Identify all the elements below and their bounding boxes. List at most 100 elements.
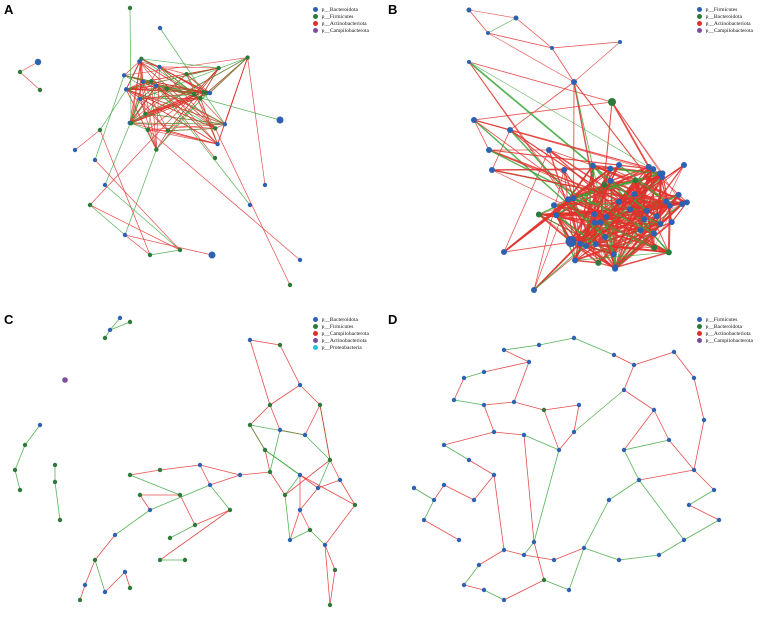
positive-edge bbox=[199, 464, 211, 486]
network-node bbox=[147, 507, 153, 513]
negative-edge bbox=[149, 249, 181, 256]
positive-edge bbox=[279, 344, 301, 386]
network-node bbox=[317, 402, 323, 408]
network-node bbox=[665, 249, 672, 256]
network-node bbox=[122, 232, 128, 238]
positive-edge bbox=[139, 98, 146, 114]
positive-edge bbox=[89, 67, 219, 206]
positive-edge bbox=[124, 234, 151, 256]
positive-edge bbox=[615, 251, 670, 269]
network-node bbox=[297, 472, 303, 478]
network-node bbox=[332, 567, 338, 573]
network-node bbox=[631, 362, 637, 368]
network-node bbox=[565, 196, 572, 203]
network-node bbox=[201, 90, 206, 95]
legend-item: p__Actinobacteriota bbox=[312, 20, 369, 27]
positive-edge bbox=[503, 168, 611, 253]
positive-edge bbox=[94, 534, 116, 561]
network-node bbox=[461, 582, 467, 588]
positive-edge bbox=[603, 164, 620, 186]
positive-edge bbox=[329, 459, 341, 481]
network-node bbox=[215, 141, 220, 147]
positive-edge bbox=[104, 571, 126, 593]
positive-edge bbox=[247, 57, 266, 186]
positive-edge bbox=[289, 509, 301, 541]
network-node bbox=[149, 79, 154, 84]
network-node bbox=[127, 5, 133, 11]
network-node bbox=[591, 211, 598, 218]
positive-edge bbox=[129, 58, 142, 124]
network-node bbox=[589, 162, 596, 169]
network-node bbox=[82, 582, 88, 588]
legend-label: p__Firmicutes bbox=[705, 316, 738, 323]
network-node bbox=[561, 167, 567, 173]
network-node bbox=[315, 485, 321, 491]
positive-edge bbox=[167, 67, 219, 131]
network-node bbox=[466, 457, 472, 463]
network-node bbox=[227, 507, 233, 513]
network-node bbox=[154, 147, 159, 152]
legend-item: p__Proteobacteria bbox=[312, 344, 369, 351]
network-node bbox=[616, 162, 622, 168]
positive-edge bbox=[487, 32, 553, 49]
positive-edge bbox=[646, 210, 655, 248]
negative-edge bbox=[618, 164, 667, 203]
positive-edge bbox=[483, 361, 530, 373]
legend-item: p__Firmicutes bbox=[696, 6, 753, 13]
network-node bbox=[675, 191, 682, 198]
legend-label: p__Actinobacteriota bbox=[705, 330, 751, 337]
network-node bbox=[612, 265, 619, 272]
negative-edge bbox=[129, 474, 181, 496]
legend-dot bbox=[312, 338, 318, 343]
network-node bbox=[491, 429, 497, 435]
positive-edge bbox=[548, 149, 581, 244]
positive-edge bbox=[468, 459, 495, 476]
negative-edge bbox=[523, 434, 560, 451]
panel-label-b: B bbox=[388, 2, 398, 17]
network-node bbox=[636, 477, 642, 483]
positive-edge bbox=[159, 66, 219, 69]
network-node bbox=[262, 182, 268, 188]
network-node bbox=[121, 73, 127, 78]
positive-edge bbox=[147, 129, 218, 145]
positive-edge bbox=[503, 349, 530, 363]
edges bbox=[413, 337, 720, 601]
positive-edge bbox=[209, 474, 241, 486]
network-node bbox=[651, 244, 658, 251]
legend-label: p__Actinobacteriota bbox=[321, 337, 367, 344]
positive-edge bbox=[503, 236, 606, 253]
network-node bbox=[77, 597, 83, 603]
positive-edge bbox=[573, 404, 580, 433]
legend-label: p__Firmicutes bbox=[321, 13, 354, 20]
negative-edge bbox=[568, 198, 647, 212]
network-node bbox=[615, 198, 622, 205]
negative-edge bbox=[573, 337, 615, 356]
negative-edge bbox=[104, 98, 141, 186]
negative-edge bbox=[169, 524, 196, 539]
network-node bbox=[541, 577, 547, 583]
legend-dot bbox=[696, 324, 702, 329]
network-node bbox=[192, 92, 197, 97]
network-node bbox=[572, 257, 579, 264]
network-node bbox=[656, 552, 662, 558]
legend-label: p__Proteobacteria bbox=[321, 344, 362, 351]
network-node bbox=[637, 227, 644, 234]
network-node bbox=[287, 282, 293, 288]
positive-edge bbox=[299, 474, 319, 489]
positive-edge bbox=[129, 73, 187, 124]
negative-edge bbox=[269, 429, 281, 473]
legend-dot bbox=[696, 317, 702, 322]
positive-edge bbox=[129, 469, 161, 476]
legend-dot bbox=[696, 7, 702, 12]
positive-edge bbox=[473, 119, 654, 170]
network-node bbox=[581, 545, 587, 551]
network-node bbox=[565, 236, 577, 248]
positive-edge bbox=[155, 85, 216, 129]
positive-edge bbox=[548, 149, 642, 231]
negative-edge bbox=[155, 85, 226, 125]
positive-edge bbox=[567, 198, 607, 218]
network-node bbox=[247, 337, 253, 343]
negative-edge bbox=[575, 251, 669, 261]
positive-edge bbox=[151, 80, 218, 145]
network-node bbox=[37, 422, 43, 428]
